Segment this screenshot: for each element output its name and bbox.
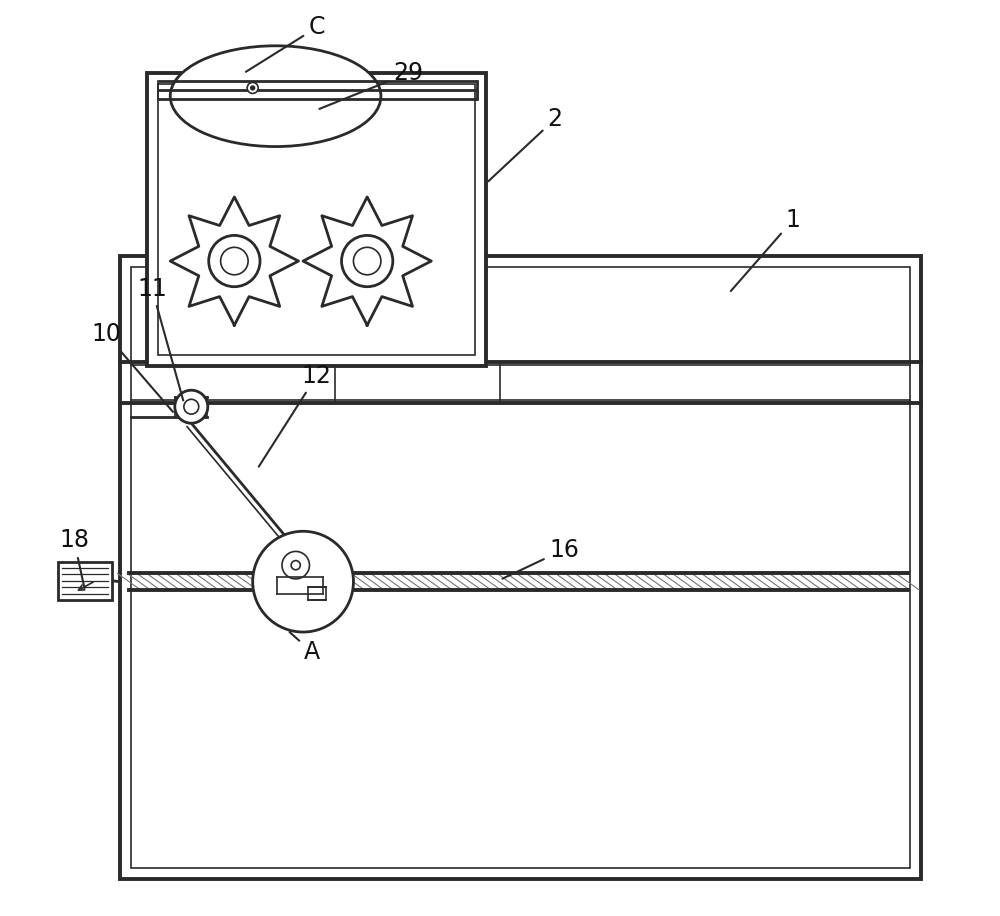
Bar [158,84,475,355]
Text: 18: 18 [59,529,89,588]
Text: 2: 2 [488,107,562,181]
Bar [131,267,910,868]
Circle shape [291,561,300,570]
Text: 10: 10 [91,322,173,412]
Circle shape [342,235,393,287]
Circle shape [175,390,208,423]
Bar [147,73,486,366]
Circle shape [353,247,381,275]
Circle shape [247,82,258,93]
Ellipse shape [170,46,381,147]
Circle shape [221,247,248,275]
Bar [308,587,326,600]
Text: A: A [290,632,320,664]
Circle shape [282,551,309,579]
Circle shape [209,235,260,287]
Text: 16: 16 [503,538,579,579]
Polygon shape [303,197,431,325]
Circle shape [184,399,199,414]
Bar [58,562,112,600]
Text: 1: 1 [731,208,801,291]
Circle shape [253,531,353,632]
Text: 12: 12 [259,364,332,466]
Text: 29: 29 [319,61,423,109]
Text: 11: 11 [137,277,183,400]
Text: C: C [246,16,325,71]
Circle shape [251,86,255,90]
Bar [120,256,921,879]
Polygon shape [170,197,298,325]
